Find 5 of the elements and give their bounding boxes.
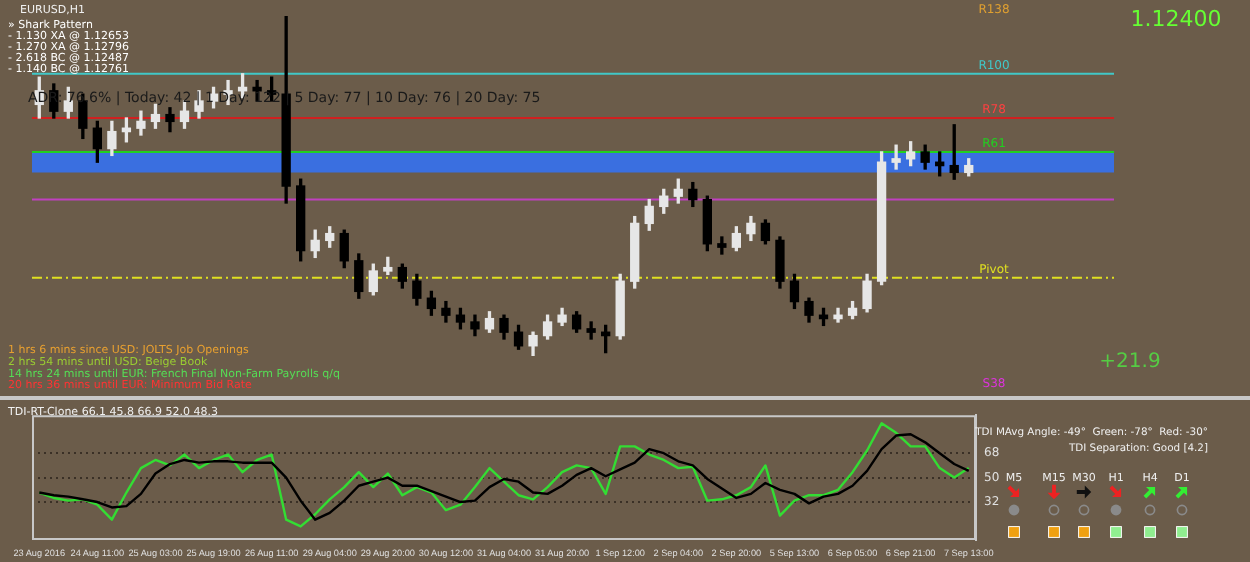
candlestick <box>891 144 901 170</box>
text: +21.9 <box>1099 351 1161 374</box>
candlestick <box>717 236 727 255</box>
candlestick <box>586 321 596 340</box>
text: 1.12400 <box>1130 5 1222 32</box>
